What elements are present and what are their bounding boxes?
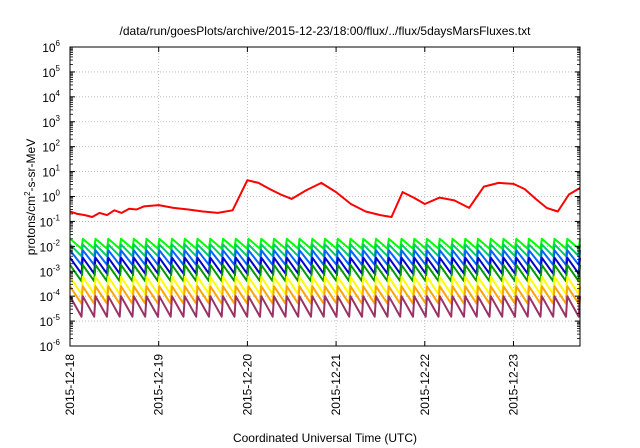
series-line-5	[69, 263, 581, 283]
x-tick-label: 2015-12-23	[506, 354, 520, 416]
y-tick-labels: 10-6 10-5 10-4 10-3 10-2 10-1 100 101 102 103 104 1…	[40, 39, 61, 354]
x-axis-label: Coordinated Universal Time (UTC)	[233, 431, 417, 445]
y-tick-label: 103	[42, 114, 60, 130]
series-line-0	[69, 179, 581, 218]
axis-ticks	[69, 46, 580, 347]
y-tick-label: 10-6	[40, 338, 61, 354]
y-tick-label: 104	[42, 89, 60, 105]
y-tick-label: 10-5	[40, 313, 61, 329]
y-axis-label: protons/cm2-s-sr-MeV	[23, 139, 38, 255]
y-tick-label: 10-3	[40, 263, 61, 279]
y-tick-label: 101	[42, 164, 60, 180]
y-tick-label: 100	[42, 189, 60, 205]
x-tick-label: 2015-12-18	[63, 354, 77, 416]
y-tick-label: 102	[42, 139, 60, 155]
chart-title: /data/run/goesPlots/archive/2015-12-23/1…	[120, 24, 532, 38]
y-tick-label: 106	[42, 39, 60, 55]
x-tick-label: 2015-12-20	[240, 354, 254, 416]
series-lines	[69, 179, 581, 318]
y-tick-label: 105	[42, 64, 60, 80]
series-line-8	[69, 295, 581, 318]
x-tick-label: 2015-12-22	[418, 354, 432, 416]
x-tick-labels: 2015-12-18 2015-12-19 2015-12-20 2015-12-21…	[63, 354, 520, 416]
y-tick-label: 10-1	[40, 213, 61, 229]
x-tick-label: 2015-12-21	[329, 354, 343, 416]
y-tick-label: 10-4	[40, 288, 61, 304]
y-tick-label: 10-2	[40, 238, 61, 254]
x-tick-label: 2015-12-19	[152, 354, 166, 416]
